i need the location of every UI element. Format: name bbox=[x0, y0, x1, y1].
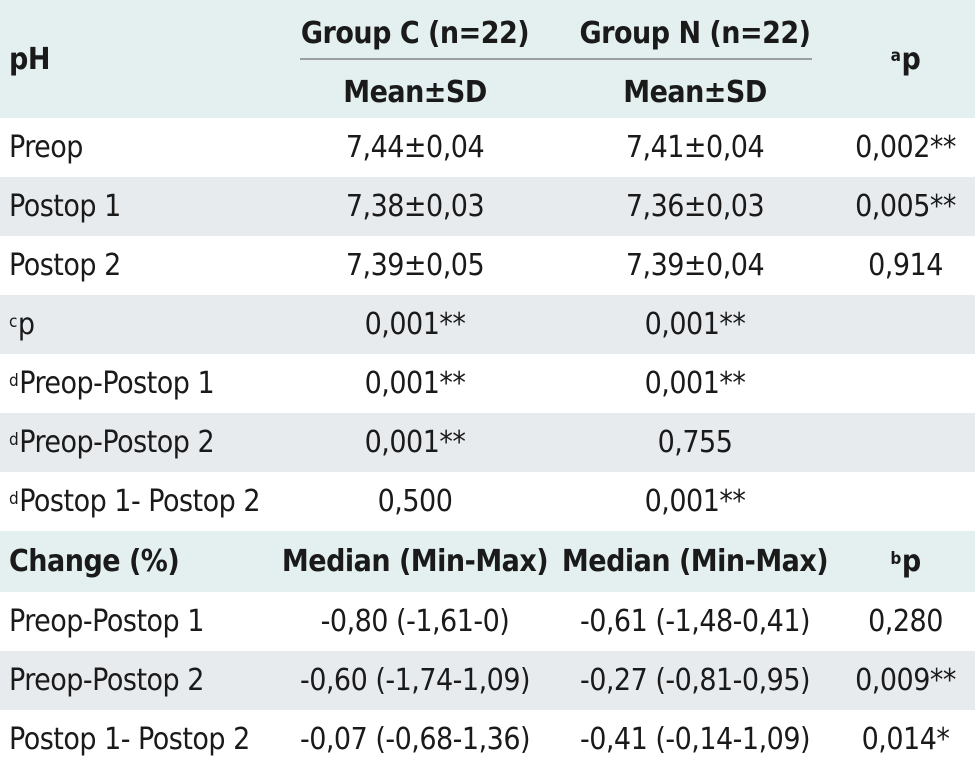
table-header: pH Group C (n=22) Group N (n=22) Mean±SD… bbox=[0, 0, 975, 118]
cell-group-n: -0,61 (-1,48-0,41) bbox=[579, 604, 811, 639]
cell-group-c: 7,38±0,03 bbox=[345, 189, 485, 224]
change-header: Change (%) Median (Min-Max) Median (Min-… bbox=[0, 531, 975, 592]
cell-group-n: 0,001** bbox=[644, 307, 746, 342]
row-label: Postop 2 bbox=[9, 248, 121, 283]
table-row: Postop 2 7,39±0,05 7,39±0,04 0,914 bbox=[0, 236, 975, 295]
cell-group-c: 0,001** bbox=[364, 307, 466, 342]
cell-group-n: 7,39±0,04 bbox=[625, 248, 765, 283]
cell-group-n: 0,001** bbox=[644, 366, 746, 401]
table-row: Postop 1 7,38±0,03 7,36±0,03 0,005** bbox=[0, 177, 975, 236]
header-stat-c: Mean±SD bbox=[343, 74, 487, 110]
change-header-n: Median (Min-Max) bbox=[561, 544, 829, 579]
header-group-n: Group N (n=22) bbox=[579, 15, 811, 51]
row-label: d Postop 1- Postop 2 bbox=[9, 484, 261, 519]
cell-p-value: 0,005** bbox=[855, 189, 956, 224]
header-param-label: pH bbox=[9, 41, 50, 77]
row-label: Preop-Postop 2 bbox=[9, 663, 204, 698]
cell-group-n: -0,41 (-0,14-1,09) bbox=[579, 721, 811, 757]
row-label: Postop 1 bbox=[9, 189, 121, 224]
row-label: Postop 1- Postop 2 bbox=[9, 721, 250, 757]
cell-p-value: 0,002** bbox=[855, 130, 956, 165]
table-row: Postop 1- Postop 2 -0,07 (-0,68-1,36) -0… bbox=[0, 710, 975, 768]
table-row: d Preop-Postop 2 0,001** 0,755 bbox=[0, 413, 975, 472]
cell-group-c: -0,60 (-1,74-1,09) bbox=[299, 663, 531, 698]
p-superscript: b bbox=[890, 548, 901, 569]
cell-p-value: 0,014* bbox=[861, 721, 950, 757]
cell-group-c: 0,500 bbox=[377, 484, 453, 519]
cell-group-c: -0,80 (-1,61-0) bbox=[320, 604, 510, 639]
row-label: Preop bbox=[9, 130, 83, 165]
table-row: d Preop-Postop 1 0,001** 0,001** bbox=[0, 354, 975, 413]
cell-group-c: 0,001** bbox=[364, 366, 466, 401]
group-header-rule bbox=[300, 58, 812, 60]
row-superscript: d bbox=[9, 429, 19, 450]
cell-p-value: 0,009** bbox=[855, 663, 956, 698]
header-group-c: Group C (n=22) bbox=[300, 15, 530, 51]
change-header-label: Change (%) bbox=[9, 544, 180, 579]
p-superscript: a bbox=[890, 46, 901, 66]
row-label: Preop-Postop 1 bbox=[9, 604, 204, 639]
p-label: p bbox=[901, 41, 921, 77]
header-stat-n: Mean±SD bbox=[623, 74, 767, 110]
cell-group-c: 7,39±0,05 bbox=[345, 248, 485, 283]
row-label: d Preop-Postop 1 bbox=[9, 366, 215, 401]
row-superscript: c bbox=[9, 311, 17, 332]
table-row: d Postop 1- Postop 2 0,500 0,001** bbox=[0, 472, 975, 531]
cell-group-n: -0,27 (-0,81-0,95) bbox=[579, 663, 811, 698]
cell-p-value: 0,280 bbox=[868, 604, 943, 639]
cell-group-c: 0,001** bbox=[364, 425, 466, 460]
cell-group-c: -0,07 (-0,68-1,36) bbox=[299, 721, 531, 757]
cell-group-n: 0,001** bbox=[644, 484, 746, 519]
row-superscript: d bbox=[9, 488, 19, 509]
cell-group-c: 7,44±0,04 bbox=[345, 130, 485, 165]
cell-group-n: 7,36±0,03 bbox=[625, 189, 765, 224]
table-row: Preop 7,44±0,04 7,41±0,04 0,002** bbox=[0, 118, 975, 177]
cell-group-n: 0,755 bbox=[657, 425, 733, 460]
cell-p-value: 0,914 bbox=[868, 248, 943, 283]
table-row: Preop-Postop 2 -0,60 (-1,74-1,09) -0,27 … bbox=[0, 651, 975, 710]
change-header-c: Median (Min-Max) bbox=[281, 544, 549, 579]
table-row: Preop-Postop 1 -0,80 (-1,61-0) -0,61 (-1… bbox=[0, 592, 975, 651]
cell-group-n: 7,41±0,04 bbox=[625, 130, 765, 165]
row-superscript: d bbox=[9, 370, 19, 391]
row-label: d Preop-Postop 2 bbox=[9, 425, 215, 460]
